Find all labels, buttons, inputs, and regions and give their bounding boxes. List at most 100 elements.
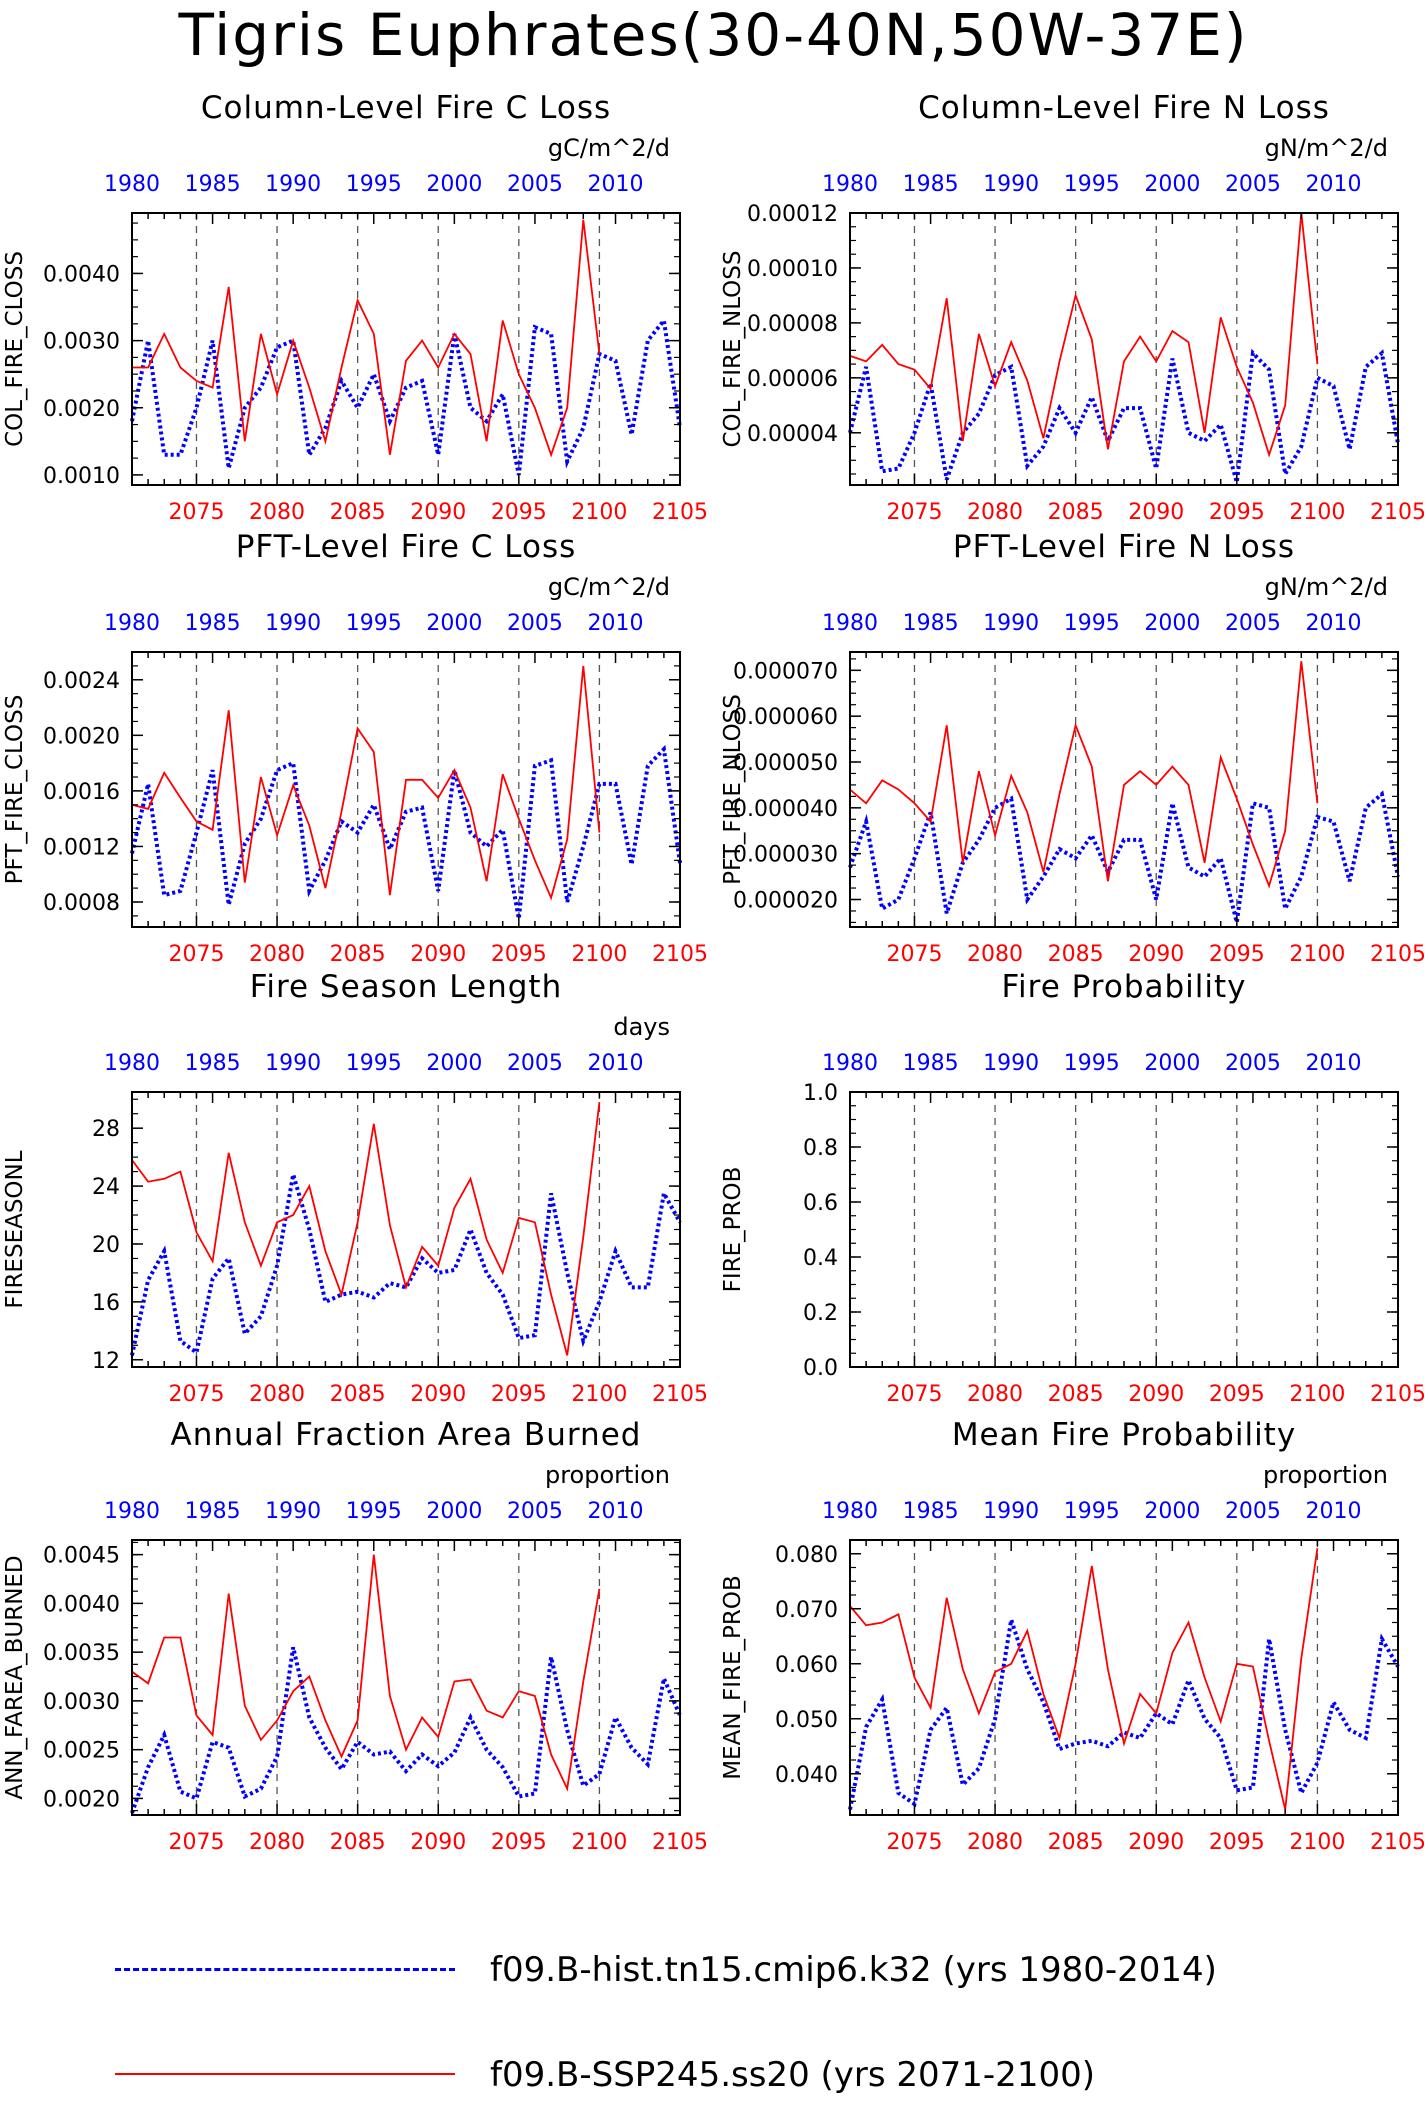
panel-6-top-tick-label: 2010: [1306, 1051, 1362, 1076]
panel-4-series-hist: [848, 790, 1400, 923]
panel-2-top-tick-label: 1980: [822, 172, 878, 197]
panel-6-bottom-tick-label: 2090: [1128, 1382, 1184, 1407]
panel-1-title: Column-Level Fire C Loss: [201, 90, 611, 126]
panel-7-ytick-label: 0.0025: [43, 1739, 120, 1764]
panel-6-ytick-label: 0.6: [803, 1191, 838, 1216]
panel-8-bottom-tick-label: 2095: [1209, 1830, 1265, 1855]
panel-5-bottom-tick-label: 2095: [491, 1382, 547, 1407]
panel-3-top-tick-label: 1980: [104, 611, 160, 636]
panel-5-ytick-label: 20: [92, 1233, 120, 1258]
panel-5-bottom-tick-label: 2090: [410, 1382, 466, 1407]
panel-8-ytick-label: 0.060: [775, 1653, 838, 1678]
panel-3-series-ssp: [131, 665, 601, 901]
panel-7-units: proportion: [545, 1461, 670, 1489]
panel-5-top-tick-label: 2010: [588, 1051, 644, 1076]
panel-1-ytick-label: 0.0020: [43, 397, 120, 422]
panel-5-ytick-label: 16: [92, 1291, 120, 1316]
panel-1-bottom-tick-label: 2095: [491, 500, 547, 525]
panel-3-ylabel: PFT_FIRE_CLOSS: [2, 695, 28, 885]
panel-2-top-tick-label: 1990: [983, 172, 1039, 197]
panel-6-ytick-label: 0.0: [803, 1356, 838, 1381]
panel-5-ytick-label: 24: [92, 1175, 120, 1200]
panel-2-units: gN/m^2/d: [1265, 134, 1388, 162]
panel-8-title: Mean Fire Probability: [952, 1417, 1296, 1453]
panel-4-series-ssp: [849, 661, 1319, 889]
panel-7-title: Annual Fraction Area Burned: [171, 1417, 642, 1453]
panel-4-bottom-tick-label: 2075: [886, 942, 942, 967]
panel-5-bottom-tick-label: 2085: [330, 1382, 386, 1407]
panel-5-bottom-tick-label: 2080: [249, 1382, 305, 1407]
panel-3-ytick-label: 0.0024: [43, 669, 120, 694]
panel-8-top-tick-label: 2005: [1225, 1499, 1281, 1524]
panel-5-top-tick-label: 1990: [265, 1051, 321, 1076]
panel-1-top-tick-label: 2010: [588, 172, 644, 197]
panel-2-top-tick-label: 2000: [1144, 172, 1200, 197]
panel-1-bottom-tick-label: 2105: [652, 500, 708, 525]
panel-8-top-tick-label: 2010: [1306, 1499, 1362, 1524]
panel-1-ytick-label: 0.0010: [43, 464, 120, 489]
panel-3-bottom-tick-label: 2080: [249, 942, 305, 967]
panel-2-ytick-label: 0.00006: [747, 367, 838, 392]
panel-6-bottom-tick-label: 2080: [967, 1382, 1023, 1407]
panel-8-bottom-tick-label: 2085: [1048, 1830, 1104, 1855]
panel-7-bottom-tick-label: 2100: [571, 1830, 627, 1855]
panel-7-ylabel: ANN_FAREA_BURNED: [2, 1555, 28, 1799]
panel-4-top-tick-label: 1985: [903, 611, 959, 636]
panel-7-bottom-tick-label: 2080: [249, 1830, 305, 1855]
panel-5-ytick-label: 28: [92, 1117, 120, 1142]
panel-6-ytick-label: 0.2: [803, 1301, 838, 1326]
panel-3-ytick-label: 0.0016: [43, 780, 120, 805]
panel-8-bottom-tick-label: 2100: [1289, 1830, 1345, 1855]
panel-7-bottom-tick-label: 2085: [330, 1830, 386, 1855]
panel-6-ytick-label: 0.4: [803, 1246, 838, 1271]
panel-6-title: Fire Probability: [1001, 969, 1246, 1005]
panel-5-top-tick-label: 1995: [346, 1051, 402, 1076]
panel-7-bottom-tick-label: 2090: [410, 1830, 466, 1855]
legend-swatch-ssp: [115, 2073, 455, 2075]
panel-8-bottom-tick-label: 2105: [1370, 1830, 1426, 1855]
panel-4-units: gN/m^2/d: [1265, 573, 1388, 601]
panel-8-ytick-label: 0.070: [775, 1598, 838, 1623]
panel-8-bottom-tick-label: 2075: [886, 1830, 942, 1855]
panel-2-title: Column-Level Fire N Loss: [918, 90, 1330, 126]
panel-6-frame: [849, 1091, 1399, 1368]
panel-4-ytick-label: 0.000070: [733, 659, 838, 684]
panel-7-top-tick-label: 2000: [426, 1499, 482, 1524]
panel-8-units: proportion: [1263, 1461, 1388, 1489]
panel-1-frame: [131, 212, 681, 486]
panel-4-bottom-tick-label: 2095: [1209, 942, 1265, 967]
panel-8-ytick-label: 0.080: [775, 1543, 838, 1568]
panel-2-bottom-tick-label: 2090: [1128, 500, 1184, 525]
panel-8-bottom-tick-label: 2080: [967, 1830, 1023, 1855]
panel-5-ytick-label: 12: [92, 1349, 120, 1374]
panel-5-frame: [131, 1091, 681, 1368]
panel-2-bottom-tick-label: 2080: [967, 500, 1023, 525]
panel-2-bottom-tick-label: 2085: [1048, 500, 1104, 525]
panel-3-ytick-label: 0.0012: [43, 835, 120, 860]
panel-5-bottom-tick-label: 2100: [571, 1382, 627, 1407]
panel-7-series-hist: [130, 1646, 682, 1814]
panel-8-ylabel: MEAN_FIRE_PROB: [720, 1575, 746, 1780]
panel-1-top-tick-label: 2005: [507, 172, 563, 197]
panel-7-bottom-tick-label: 2095: [491, 1830, 547, 1855]
panel-3-bottom-tick-label: 2100: [571, 942, 627, 967]
panel-7-ytick-label: 0.0020: [43, 1787, 120, 1812]
panel-8-ytick-label: 0.040: [775, 1763, 838, 1788]
panel-4-bottom-tick-label: 2100: [1289, 942, 1345, 967]
panel-7-top-tick-label: 1990: [265, 1499, 321, 1524]
panel-3-top-tick-label: 1995: [346, 611, 402, 636]
panel-1-top-tick-label: 2000: [426, 172, 482, 197]
panel-3-bottom-tick-label: 2095: [491, 942, 547, 967]
panel-4-ytick-label: 0.000060: [733, 705, 838, 730]
panel-7-bottom-tick-label: 2105: [652, 1830, 708, 1855]
legend-label-ssp: f09.B-SSP245.ss20 (yrs 2071-2100): [490, 2055, 1095, 2095]
panel-2-bottom-tick-label: 2100: [1289, 500, 1345, 525]
panel-2-ytick-label: 0.00004: [747, 422, 838, 447]
panel-5-series-ssp: [131, 1101, 601, 1356]
panel-7-top-tick-label: 1980: [104, 1499, 160, 1524]
panel-1-top-tick-label: 1980: [104, 172, 160, 197]
panel-2-series-ssp: [849, 212, 1319, 458]
panel-1-bottom-tick-label: 2080: [249, 500, 305, 525]
panel-7-series-ssp: [131, 1554, 601, 1792]
charts-area: Column-Level Fire C Loss gC/m^2/d 2075 2080…: [2, 90, 1426, 1855]
